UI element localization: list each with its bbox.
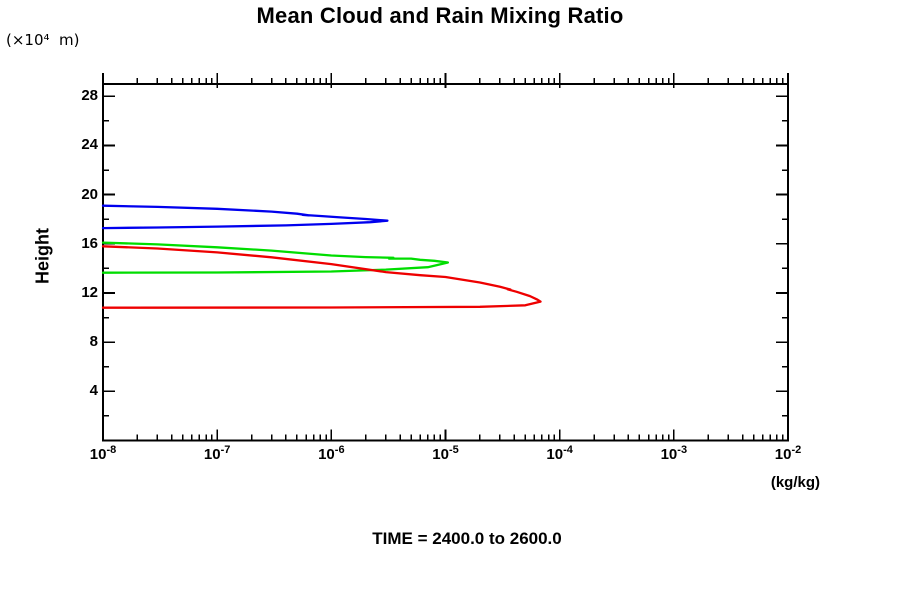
- x-tick-label: 10-3: [660, 444, 688, 463]
- y-tick-label: 8: [89, 333, 98, 351]
- time-range-label: TIME = 2400.0 to 2600.0: [372, 529, 562, 548]
- y-tick-label: 20: [81, 185, 98, 203]
- y-tick-label: 28: [81, 87, 98, 105]
- series-blue-contour: [101, 204, 389, 230]
- x-tick-label: 10-5: [432, 444, 459, 463]
- chart-title: Mean Cloud and Rain Mixing Ratio: [256, 3, 624, 28]
- y-tick-label: 12: [81, 283, 98, 301]
- y-tick-label: 24: [81, 136, 98, 154]
- series-red-contour: [101, 245, 542, 309]
- x-axis-units-label: (kg/kg): [770, 474, 820, 491]
- x-tick-label: 10-8: [89, 444, 117, 463]
- y-tick-label: 4: [89, 382, 98, 400]
- x-tick-label: 10-2: [774, 444, 802, 463]
- x-tick-label: 10-7: [203, 444, 231, 463]
- y-axis-units-label: (×10⁴ m): [6, 31, 80, 49]
- x-tick-label: 10-6: [318, 444, 345, 463]
- y-tick-label: 16: [81, 234, 98, 252]
- x-tick-label: 10-4: [546, 444, 573, 463]
